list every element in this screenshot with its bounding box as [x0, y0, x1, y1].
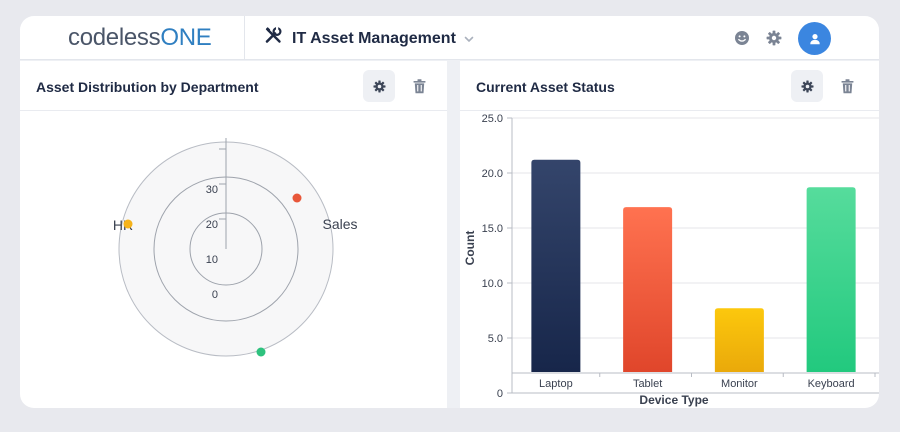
bars [531, 159, 856, 372]
panel-settings-button[interactable] [363, 70, 395, 102]
gear-icon [372, 79, 386, 93]
user-icon [809, 33, 820, 44]
y-tick-label: 20.0 [482, 168, 503, 180]
radar-category-label: Sales [322, 216, 357, 232]
settings-gear-icon[interactable] [765, 29, 783, 47]
radar-point-it[interactable] [256, 347, 266, 357]
trash-icon [413, 78, 425, 93]
y-axis-label: Count [463, 231, 477, 266]
x-axis-ticks: Laptop Tablet Monitor Keyboard [512, 372, 879, 390]
logo-text-codeless: codeless [68, 24, 161, 51]
panel-title: Asset Distribution by Department [36, 79, 259, 95]
app-switcher[interactable]: IT Asset Management [264, 26, 474, 51]
top-bar: codelessONE IT Asset Management [20, 16, 879, 60]
panel-delete-button[interactable] [831, 70, 863, 102]
panel-header: Asset Distribution by Department [20, 61, 447, 111]
x-tick-label: Tablet [633, 378, 662, 390]
header-divider [244, 16, 245, 60]
x-axis-label: Device Type [639, 393, 708, 407]
radar-chart: 30 20 10 0 HR Sales IT [113, 138, 358, 357]
user-avatar[interactable] [798, 22, 831, 55]
radar-point-hr[interactable] [123, 219, 133, 229]
bar-monitor[interactable] [714, 308, 764, 372]
radar-point-sales[interactable] [292, 193, 302, 203]
chevron-down-icon[interactable] [464, 30, 474, 48]
current-asset-status-panel: Current Asset Status [460, 61, 879, 408]
trash-icon [841, 78, 853, 93]
x-tick-label: Monitor [721, 378, 758, 390]
tools-icon [264, 26, 284, 51]
bar-keyboard[interactable] [806, 187, 856, 372]
asset-distribution-panel: Asset Distribution by Department [20, 61, 447, 408]
radar-tick-label: 10 [206, 254, 218, 266]
radar-tick-label: 30 [206, 184, 218, 196]
panel-title: Current Asset Status [476, 79, 615, 95]
app-title: IT Asset Management [292, 29, 456, 47]
app-window: codelessONE IT Asset Management [20, 16, 879, 408]
panel-delete-button[interactable] [403, 70, 435, 102]
y-tick-label: 5.0 [488, 333, 503, 345]
x-tick-label: Keyboard [808, 378, 855, 390]
bar-chart: 0 5.0 10.0 15.0 20.0 25.0 Laptop Tablet Monitor… [463, 113, 879, 407]
logo-text-one: ONE [160, 24, 212, 51]
y-tick-label: 0 [497, 388, 503, 400]
radar-tick-label: 20 [206, 219, 218, 231]
bar-laptop[interactable] [531, 159, 581, 372]
smiley-icon[interactable] [733, 29, 751, 47]
x-tick-label: Laptop [539, 378, 573, 390]
y-axis-ticks: 0 5.0 10.0 15.0 20.0 25.0 [482, 113, 512, 400]
y-tick-label: 10.0 [482, 278, 503, 290]
panel-settings-button[interactable] [791, 70, 823, 102]
gear-icon [800, 79, 814, 93]
y-tick-label: 25.0 [482, 113, 503, 125]
panel-header: Current Asset Status [460, 61, 879, 111]
radar-tick-label: 0 [212, 289, 218, 301]
logo[interactable]: codelessONE [68, 24, 212, 52]
y-tick-label: 15.0 [482, 223, 503, 235]
bar-tablet[interactable] [623, 207, 673, 372]
